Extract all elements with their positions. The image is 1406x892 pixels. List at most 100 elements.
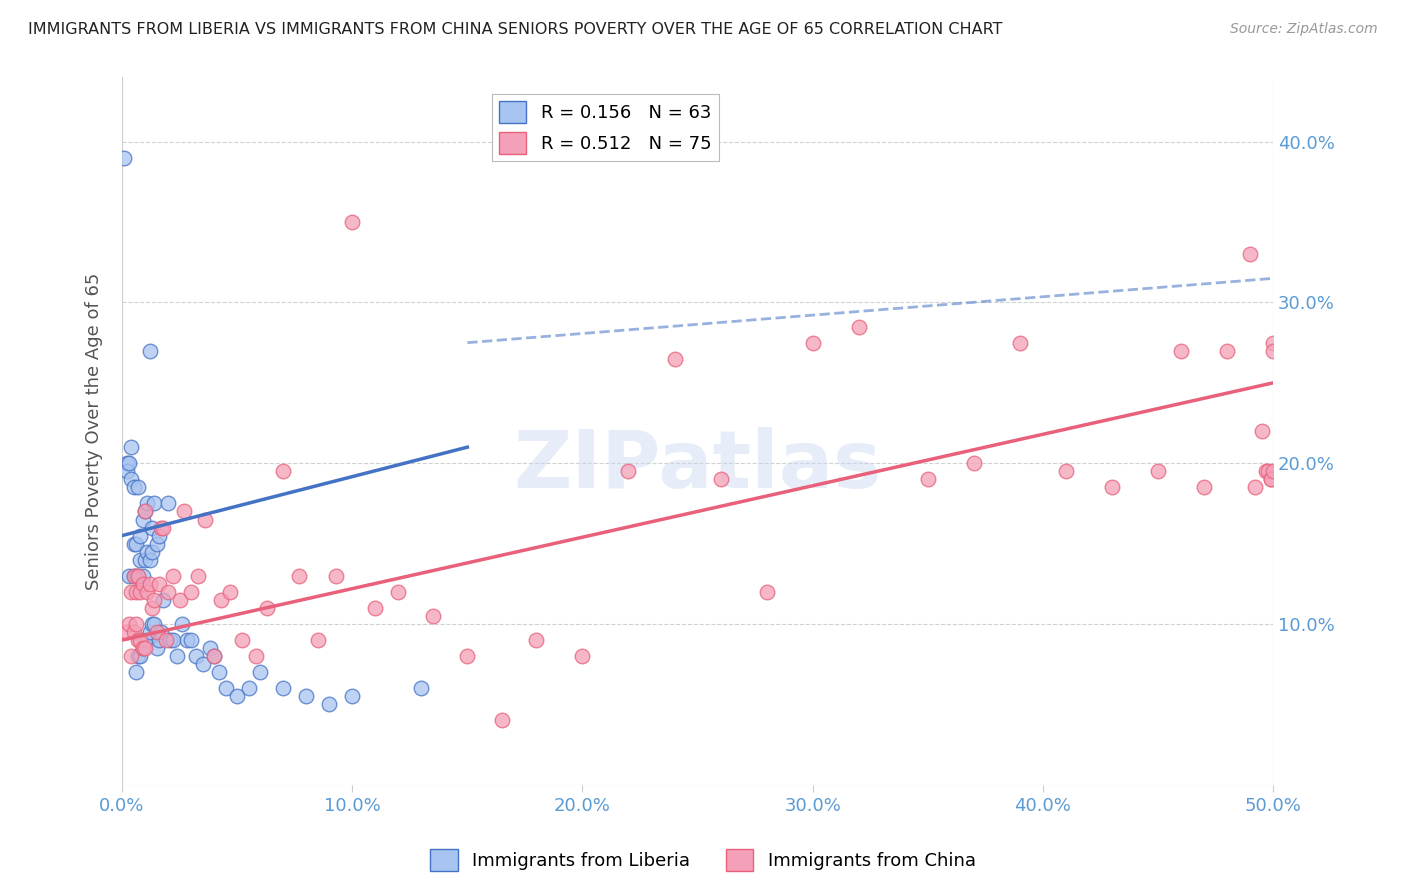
Legend: R = 0.156   N = 63, R = 0.512   N = 75: R = 0.156 N = 63, R = 0.512 N = 75 xyxy=(492,94,718,161)
Point xyxy=(318,698,340,712)
Point xyxy=(238,681,260,696)
Point xyxy=(120,649,142,664)
Point xyxy=(129,633,152,648)
Point xyxy=(122,568,145,582)
Point xyxy=(1261,335,1284,350)
Point xyxy=(148,576,170,591)
Point xyxy=(125,536,148,550)
Point xyxy=(166,649,188,664)
Point xyxy=(288,568,311,582)
Point xyxy=(155,633,177,648)
Point xyxy=(1170,343,1192,358)
Point xyxy=(364,601,387,615)
Point xyxy=(157,496,180,510)
Text: ZIPatlas: ZIPatlas xyxy=(513,427,882,506)
Point xyxy=(271,681,294,696)
Point xyxy=(122,568,145,582)
Point xyxy=(249,665,271,680)
Point xyxy=(127,568,149,582)
Point xyxy=(456,649,478,664)
Point xyxy=(219,585,242,599)
Point xyxy=(709,472,731,486)
Point xyxy=(138,625,160,640)
Point xyxy=(170,617,193,632)
Point xyxy=(132,576,155,591)
Point xyxy=(136,585,159,599)
Point xyxy=(256,601,278,615)
Point xyxy=(271,464,294,478)
Point xyxy=(173,504,195,518)
Point xyxy=(129,552,152,566)
Point xyxy=(136,496,159,510)
Point xyxy=(1261,464,1284,478)
Point xyxy=(1192,480,1215,494)
Point xyxy=(120,585,142,599)
Point xyxy=(917,472,939,486)
Point xyxy=(148,633,170,648)
Point xyxy=(1147,464,1170,478)
Point xyxy=(127,633,149,648)
Point xyxy=(134,504,156,518)
Point xyxy=(134,552,156,566)
Point xyxy=(157,585,180,599)
Point xyxy=(134,633,156,648)
Point xyxy=(387,585,409,599)
Point xyxy=(176,633,198,648)
Point xyxy=(152,593,174,607)
Point xyxy=(162,633,184,648)
Point xyxy=(138,552,160,566)
Point xyxy=(755,585,778,599)
Point xyxy=(141,520,163,534)
Point xyxy=(145,625,167,640)
Point xyxy=(1054,464,1077,478)
Point xyxy=(1250,424,1272,438)
Point xyxy=(231,633,253,648)
Point xyxy=(143,593,166,607)
Text: IMMIGRANTS FROM LIBERIA VS IMMIGRANTS FROM CHINA SENIORS POVERTY OVER THE AGE OF: IMMIGRANTS FROM LIBERIA VS IMMIGRANTS FR… xyxy=(28,22,1002,37)
Point xyxy=(150,625,173,640)
Point xyxy=(422,609,444,624)
Point xyxy=(118,617,141,632)
Point xyxy=(132,641,155,656)
Point xyxy=(152,520,174,534)
Point xyxy=(342,690,364,704)
Point xyxy=(145,536,167,550)
Point xyxy=(194,512,217,526)
Point xyxy=(122,480,145,494)
Point xyxy=(115,456,138,470)
Point xyxy=(202,649,225,664)
Point xyxy=(214,681,236,696)
Point xyxy=(134,641,156,656)
Legend: Immigrants from Liberia, Immigrants from China: Immigrants from Liberia, Immigrants from… xyxy=(423,842,983,879)
Point xyxy=(122,536,145,550)
Point xyxy=(191,657,214,672)
Y-axis label: Seniors Poverty Over the Age of 65: Seniors Poverty Over the Age of 65 xyxy=(86,272,103,590)
Point xyxy=(118,568,141,582)
Point xyxy=(169,593,191,607)
Point xyxy=(664,351,686,366)
Point xyxy=(1239,247,1261,261)
Point xyxy=(127,480,149,494)
Point xyxy=(145,641,167,656)
Point xyxy=(125,585,148,599)
Point xyxy=(138,343,160,358)
Point xyxy=(180,633,202,648)
Point xyxy=(184,649,207,664)
Point xyxy=(202,649,225,664)
Point xyxy=(120,440,142,454)
Point xyxy=(1260,472,1282,486)
Point xyxy=(120,472,142,486)
Point xyxy=(307,633,329,648)
Point xyxy=(148,528,170,542)
Point xyxy=(963,456,986,470)
Point xyxy=(1216,343,1239,358)
Point xyxy=(141,601,163,615)
Point xyxy=(134,504,156,518)
Point xyxy=(118,456,141,470)
Point xyxy=(141,544,163,558)
Point xyxy=(122,625,145,640)
Point xyxy=(617,464,640,478)
Point xyxy=(1101,480,1123,494)
Point xyxy=(150,520,173,534)
Point xyxy=(187,568,209,582)
